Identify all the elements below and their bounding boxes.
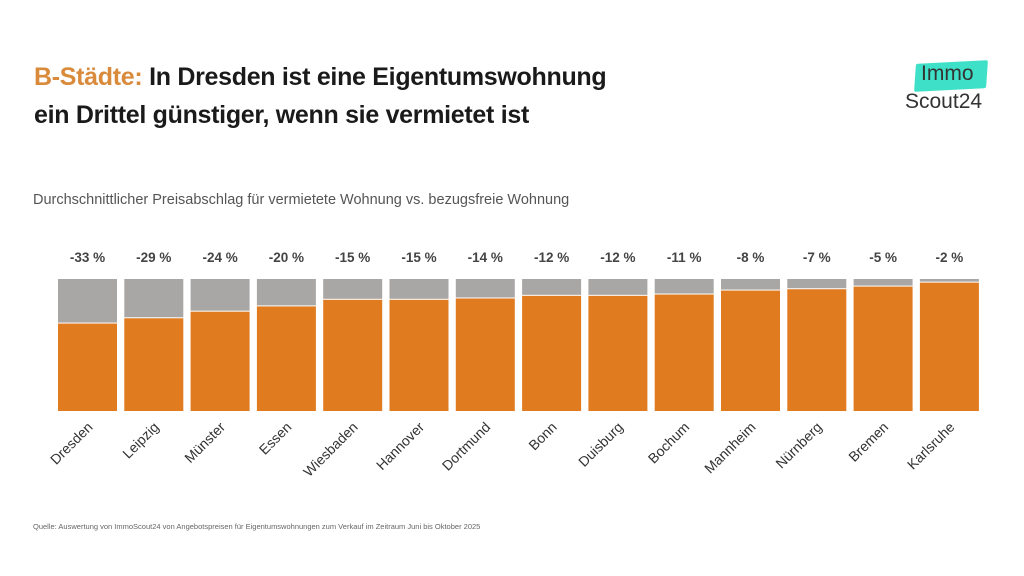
data-label: -7 % <box>803 250 831 265</box>
data-label: -12 % <box>534 250 569 265</box>
data-label: -33 % <box>70 250 105 265</box>
data-label: -14 % <box>468 250 503 265</box>
category-label: Nürnberg <box>772 419 825 472</box>
discount-bar <box>323 279 383 299</box>
chart-title: Durchschnittlicher Preisabschlag für ver… <box>33 192 570 208</box>
category-label: Bremen <box>845 419 891 465</box>
category-label: Dresden <box>47 419 96 468</box>
data-label: -20 % <box>269 250 304 265</box>
price-bar <box>389 299 449 411</box>
data-label: -15 % <box>335 250 370 265</box>
discount-bar <box>654 279 714 294</box>
data-label: -11 % <box>667 250 702 265</box>
category-label: Essen <box>256 419 295 458</box>
category-label: Bochum <box>645 419 693 467</box>
title-line2: ein Drittel günstiger, wenn sie vermiete… <box>34 101 529 129</box>
price-bar <box>853 286 913 411</box>
logo-line1: Immo <box>921 62 974 85</box>
title-line1: In Dresden ist eine Eigentumswohnung <box>142 63 607 91</box>
discount-bar <box>190 279 250 311</box>
data-label: -8 % <box>737 250 765 265</box>
data-label: -24 % <box>202 250 237 265</box>
category-label: Mannheim <box>701 419 759 477</box>
price-bar <box>919 282 979 411</box>
category-label: Duisburg <box>575 419 626 470</box>
data-label: -5 % <box>869 250 897 265</box>
category-label: Leipzig <box>119 419 162 462</box>
discount-bar <box>455 279 515 298</box>
category-label: Karlsruhe <box>904 419 958 473</box>
data-label: -12 % <box>600 250 635 265</box>
price-bar <box>654 294 714 411</box>
category-label: Wiesbaden <box>300 419 361 480</box>
discount-bar <box>256 279 316 306</box>
discount-bar <box>389 279 449 299</box>
category-label: Münster <box>181 419 228 466</box>
source-note: Quelle: Auswertung von ImmoScout24 von A… <box>33 522 481 531</box>
discount-bar <box>787 279 847 289</box>
discount-bar <box>58 279 117 323</box>
price-bar <box>323 299 383 411</box>
price-bar <box>58 323 117 411</box>
data-label: -15 % <box>401 250 436 265</box>
logo-line2: Scout24 <box>905 90 983 113</box>
price-bar <box>455 298 515 411</box>
price-bar <box>256 306 316 411</box>
discount-bar <box>721 279 780 290</box>
price-bar <box>588 295 648 411</box>
price-bar <box>721 290 780 411</box>
discount-bar <box>853 279 913 286</box>
price-bar <box>787 289 847 411</box>
discount-bar <box>588 279 648 295</box>
discount-bar <box>124 279 184 318</box>
category-label: Hannover <box>373 419 427 473</box>
price-bar <box>522 295 582 411</box>
data-label: -2 % <box>936 250 964 265</box>
data-label: -29 % <box>136 250 171 265</box>
category-label: Dortmund <box>439 419 494 474</box>
page-title: B-Städte: In Dresden ist eine Eigentumsw… <box>34 58 607 134</box>
title-accent: B-Städte: <box>34 63 143 91</box>
price-bar <box>124 318 184 411</box>
category-label: Bonn <box>525 419 559 453</box>
immoscout24-logo: Immo Scout24 <box>903 60 999 120</box>
discount-bar <box>919 279 979 282</box>
discount-bar <box>522 279 582 295</box>
price-bar <box>190 311 250 411</box>
